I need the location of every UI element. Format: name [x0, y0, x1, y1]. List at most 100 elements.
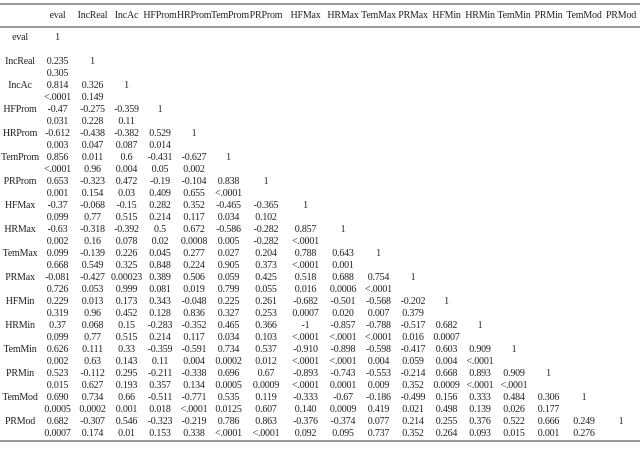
- correlation-value: -0.743: [330, 368, 356, 379]
- p-value: 0.452: [115, 308, 138, 319]
- empty-cell: [497, 332, 531, 344]
- p-value: 0.627: [81, 380, 104, 391]
- empty-cell: [361, 80, 396, 92]
- p-value: 0.01: [118, 428, 135, 439]
- correlation-value: -0.427: [80, 272, 105, 283]
- p-value: 0.515: [115, 332, 138, 343]
- p-value: <.0001: [365, 332, 392, 343]
- empty-cell: [430, 80, 463, 92]
- correlation-value: 0.261: [255, 296, 277, 307]
- empty-cell: [177, 68, 211, 80]
- correlation-value: 0.389: [149, 272, 171, 283]
- empty-cell: [430, 92, 463, 104]
- empty-cell: [0, 404, 40, 416]
- p-value: 0.0001: [329, 380, 357, 391]
- empty-cell: [396, 116, 430, 128]
- correlation-value: -0.186: [366, 392, 391, 403]
- empty-cell: [566, 248, 602, 260]
- empty-cell: [497, 236, 531, 248]
- p-value: 0.0125: [215, 404, 242, 415]
- correlation-row: IncReal 0.235 1: [0, 56, 640, 68]
- empty-cell: [463, 116, 497, 128]
- correlation-value: -0.359: [114, 104, 139, 115]
- empty-cell: [143, 27, 177, 44]
- p-value: <.0001: [215, 428, 242, 439]
- correlation-value: 0.15: [118, 320, 135, 331]
- empty-cell: [286, 212, 325, 224]
- correlation-value: 0.672: [183, 224, 205, 235]
- row-label: IncAc: [8, 80, 32, 91]
- p-value: 0.099: [46, 212, 69, 223]
- empty-cell: [0, 380, 40, 392]
- empty-cell: [602, 44, 640, 56]
- column-header-temmax: TemMax: [361, 10, 396, 21]
- empty-cell: [463, 200, 497, 212]
- correlation-row: TemProm 0.856 0.011 0.6 -0.431 -0.627 1: [0, 152, 640, 164]
- p-value: 0.015: [503, 428, 525, 439]
- empty-cell: [463, 92, 497, 104]
- empty-cell: [602, 80, 640, 92]
- correlation-value: -0.627: [181, 152, 207, 163]
- correlation-value: 0.099: [46, 248, 69, 259]
- p-value: 0.139: [469, 404, 491, 415]
- correlation-value: 0.235: [46, 56, 69, 67]
- empty-cell: [110, 92, 143, 104]
- empty-cell: [361, 212, 396, 224]
- empty-cell: [531, 140, 566, 152]
- correlation-value: -0.898: [330, 344, 356, 355]
- p-value: <.0001: [215, 188, 242, 199]
- empty-cell: [246, 56, 286, 68]
- correlation-value: 0.37: [49, 320, 66, 331]
- empty-cell: [566, 27, 602, 44]
- correlation-value: 0.518: [294, 272, 317, 283]
- p-value: <.0001: [44, 92, 71, 103]
- correlation-value: -0.392: [114, 224, 139, 235]
- empty-cell: [430, 272, 463, 284]
- empty-cell: [463, 284, 497, 296]
- empty-cell: [396, 56, 430, 68]
- correlation-value: 0.688: [332, 272, 354, 283]
- empty-cell: [325, 68, 361, 80]
- empty-cell: [430, 128, 463, 140]
- p-value: 0.228: [81, 116, 104, 127]
- correlation-value: 0.226: [115, 248, 138, 259]
- p-value: 0.016: [294, 284, 317, 295]
- p-value: 0.214: [149, 332, 171, 343]
- correlation-value: -0.553: [366, 368, 391, 379]
- empty-cell: [497, 164, 531, 176]
- empty-cell: [246, 104, 286, 116]
- empty-cell: [211, 140, 246, 152]
- correlation-value: 0.068: [81, 320, 104, 331]
- p-value: 0.001: [115, 404, 138, 415]
- empty-cell: [602, 68, 640, 80]
- correlation-value: 0.814: [46, 80, 69, 91]
- empty-cell: [497, 296, 531, 308]
- row-label: HRMin: [5, 320, 35, 331]
- correlation-value: 0.66: [118, 392, 135, 403]
- correlation-value: 0.603: [435, 344, 458, 355]
- correlation-row: TemMod 0.690 0.734 0.66 -0.511 -0.771 0.535 0.1…: [0, 392, 640, 404]
- empty-cell: [286, 92, 325, 104]
- correlation-value: -0.048: [181, 296, 207, 307]
- empty-cell: [0, 236, 40, 248]
- p-value: 0.0008: [180, 236, 208, 247]
- empty-cell: [396, 224, 430, 236]
- p-value: 0.177: [537, 404, 560, 415]
- p-value: 0.034: [217, 332, 240, 343]
- empty-cell: [463, 44, 497, 56]
- p-value: 0.0009: [252, 380, 280, 391]
- empty-cell: [396, 176, 430, 188]
- correlation-value: 1: [191, 128, 197, 139]
- empty-cell: [531, 260, 566, 272]
- column-header-hrprom: HRProm: [177, 10, 212, 21]
- empty-cell: [497, 212, 531, 224]
- row-label: PRMod: [4, 416, 36, 427]
- empty-cell: [325, 80, 361, 92]
- empty-cell: [361, 224, 396, 236]
- correlation-value: -0.586: [216, 224, 241, 235]
- correlation-value: -0.359: [147, 344, 173, 355]
- correlation-value: -0.382: [114, 128, 139, 139]
- empty-cell: [361, 128, 396, 140]
- empty-cell: [396, 200, 430, 212]
- empty-cell: [396, 27, 430, 44]
